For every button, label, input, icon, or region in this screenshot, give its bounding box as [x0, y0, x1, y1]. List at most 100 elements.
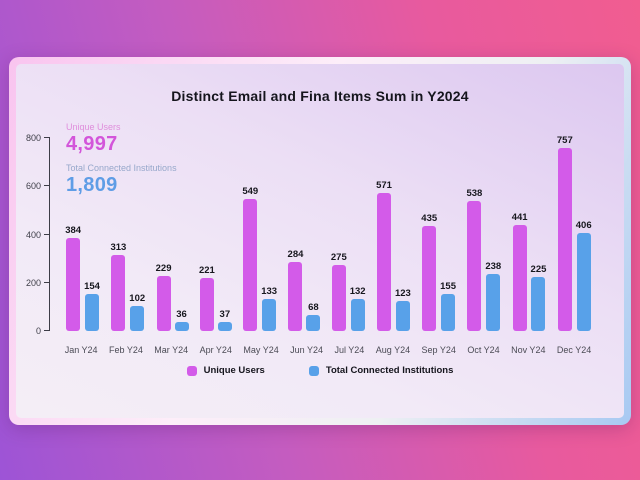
bar-unique-users-aug-y24[interactable]: [377, 193, 391, 331]
bar-column: 406: [576, 220, 592, 331]
bar-unique-users-sep-y24[interactable]: [422, 226, 437, 331]
bar-group-dec-y24: 757 406: [557, 135, 592, 331]
bar-total-connected-institutions-oct-y24[interactable]: [486, 274, 501, 331]
bar-unique-users-nov-y24[interactable]: [512, 225, 527, 331]
bar-column: 133: [261, 286, 277, 331]
y-axis-tick-label: 600: [25, 181, 41, 192]
bar-value-label: 155: [440, 281, 456, 292]
bar-total-connected-institutions-nov-y24[interactable]: [531, 277, 546, 331]
chart-legend: Unique Users Total Connected Institutions: [16, 365, 624, 376]
unique-users-summary-label: Unique Users: [66, 122, 121, 132]
bar-unique-users-apr-y24[interactable]: [199, 278, 214, 331]
bar-total-connected-institutions-dec-y24[interactable]: [576, 233, 591, 331]
bar-value-label: 406: [575, 220, 592, 231]
bar-column: 571: [376, 180, 392, 331]
unique-users-summary-value: 4,997: [66, 132, 118, 155]
y-axis-tick-label: 400: [25, 229, 41, 240]
bar-column: 68: [306, 302, 321, 331]
bar-group-jul-y24: 275 132: [331, 252, 366, 331]
bar-column: 154: [84, 281, 100, 331]
bar-value-label: 133: [261, 286, 278, 297]
bar-column: 155: [440, 281, 456, 331]
bar-total-connected-institutions-jun-y24[interactable]: [306, 315, 321, 331]
bar-value-label: 68: [308, 302, 319, 313]
bar-unique-users-feb-y24[interactable]: [111, 255, 126, 331]
y-axis-tick: [44, 330, 50, 331]
bar-column: 275: [331, 252, 347, 331]
chart-card: Distinct Email and Fina Items Sum in Y20…: [16, 64, 624, 418]
y-axis-tick-label: 200: [25, 277, 41, 288]
bar-group-nov-y24: 441 225: [512, 212, 547, 331]
bar-column: 538: [466, 188, 482, 331]
legend-item-unique-users[interactable]: Unique Users: [186, 365, 265, 376]
bar-column: 313: [110, 242, 126, 331]
bar-group-jan-y24: 384 154: [65, 225, 100, 331]
bar-value-label: 225: [530, 264, 547, 275]
bar-unique-users-mar-y24[interactable]: [156, 276, 171, 331]
bar-unique-users-jul-y24[interactable]: [331, 265, 346, 331]
bar-value-label: 36: [176, 309, 187, 320]
bar-column: 435: [421, 213, 437, 331]
bar-column: 37: [217, 309, 232, 331]
bar-value-label: 154: [84, 281, 100, 292]
bar-column: 123: [395, 288, 411, 331]
bar-total-connected-institutions-may-y24[interactable]: [262, 299, 277, 331]
bar-unique-users-jun-y24[interactable]: [288, 262, 303, 331]
x-axis-label-jul-y24: Jul Y24: [334, 345, 365, 355]
x-axis-label-nov-y24: Nov Y24: [511, 345, 546, 355]
bar-value-label: 571: [376, 180, 392, 191]
bar-total-connected-institutions-mar-y24[interactable]: [174, 322, 189, 331]
bar-total-connected-institutions-apr-y24[interactable]: [217, 322, 232, 331]
bar-value-label: 384: [65, 225, 82, 236]
y-axis-tick: [44, 137, 50, 138]
bar-unique-users-dec-y24[interactable]: [557, 148, 572, 331]
bar-total-connected-institutions-jul-y24[interactable]: [350, 299, 365, 331]
bar-total-connected-institutions-jan-y24[interactable]: [85, 294, 100, 331]
legend-label: Unique Users: [203, 365, 265, 376]
bar-column: 36: [174, 309, 189, 331]
bar-value-label: 37: [219, 309, 231, 320]
bar-unique-users-may-y24[interactable]: [243, 199, 258, 331]
x-axis-label-aug-y24: Aug Y24: [375, 345, 411, 355]
bar-value-label: 221: [198, 265, 215, 276]
bar-unique-users-jan-y24[interactable]: [66, 238, 81, 331]
x-axis-label-oct-y24: Oct Y24: [467, 345, 500, 355]
x-axis-label-sep-y24: Sep Y24: [421, 345, 456, 355]
bar-column: 549: [242, 186, 258, 331]
x-axis-label-jan-y24: Jan Y24: [64, 345, 98, 355]
chart-card-frame: Distinct Email and Fina Items Sum in Y20…: [9, 57, 631, 425]
legend-swatch-icon: [308, 365, 319, 376]
chart-title: Distinct Email and Fina Items Sum in Y20…: [171, 88, 469, 104]
bar-column: 225: [530, 264, 547, 331]
bar-unique-users-oct-y24[interactable]: [467, 201, 482, 331]
bar-column: 284: [287, 249, 304, 331]
bar-column: 238: [485, 261, 501, 331]
legend-item-total-connected-institutions[interactable]: Total Connected Institutions: [308, 365, 453, 376]
bar-value-label: 538: [466, 188, 483, 199]
bar-value-label: 123: [394, 288, 411, 299]
bar-total-connected-institutions-aug-y24[interactable]: [395, 301, 410, 331]
legend-swatch-icon: [186, 365, 197, 376]
bar-group-sep-y24: 435 155: [421, 213, 456, 331]
y-axis-tick: [44, 281, 50, 283]
bar-total-connected-institutions-sep-y24[interactable]: [441, 294, 456, 331]
y-axis-tick-label: 800: [25, 133, 41, 143]
bar-value-label: 441: [511, 212, 528, 223]
bar-value-label: 229: [155, 263, 172, 274]
bar-column: 132: [350, 286, 366, 331]
summary-stats: Unique Users 4,997 Total Connected Insti…: [66, 122, 177, 197]
bar-column: 221: [199, 265, 215, 331]
bar-value-label: 102: [129, 293, 146, 304]
y-axis-tick: [44, 185, 50, 187]
y-axis-tick-label: 0: [35, 326, 41, 336]
bar-group-may-y24: 549 133: [242, 186, 277, 331]
bar-value-label: 284: [287, 249, 304, 260]
bar-value-label: 435: [421, 213, 438, 224]
bar-column: 229: [156, 263, 172, 331]
bar-total-connected-institutions-feb-y24[interactable]: [130, 306, 145, 331]
bar-value-label: 313: [110, 242, 127, 253]
plot-area: 384 154 313 102 229 36 221 37 549 133 284 68 275 132 5…: [26, 133, 597, 336]
bar-column: 441: [512, 212, 528, 331]
bar-column: 384: [65, 225, 81, 331]
bar-groups: 384 154 313 102 229 36 221 37 549 133 284 68 275 132 5…: [50, 135, 597, 331]
